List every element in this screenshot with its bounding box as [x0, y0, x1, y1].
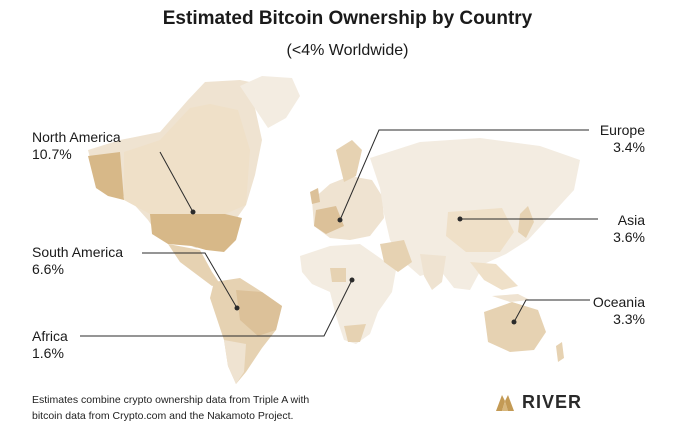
oceania-leader-line	[513, 299, 590, 323]
europe-label: Europe 3.4%	[545, 122, 645, 156]
europe-leader-line	[339, 129, 589, 221]
river-brand: RIVER	[494, 390, 582, 414]
asia-value: 3.6%	[613, 229, 645, 245]
india-region	[420, 254, 446, 290]
nigeria-region	[330, 268, 346, 282]
uk-region	[310, 188, 320, 204]
south-america-name: South America	[32, 244, 124, 260]
south-america-label: South America 6.6%	[32, 244, 123, 278]
asia-name: Asia	[617, 212, 645, 228]
europe-marker	[337, 217, 343, 223]
indonesia-islands	[492, 294, 530, 302]
greenland-landmass	[240, 76, 300, 128]
north-america-marker	[190, 209, 196, 215]
asia-label: Asia 3.6%	[545, 212, 645, 246]
africa-marker	[349, 277, 355, 283]
north-america-value: 10.7%	[32, 146, 72, 162]
australia-landmass	[484, 302, 546, 352]
south-america-leader-line	[142, 252, 238, 309]
southeast-asia-region	[470, 262, 518, 290]
oceania-marker	[511, 319, 517, 325]
source-footnote: Estimates combine crypto ownership data …	[32, 392, 412, 424]
mexico-region	[168, 244, 220, 286]
oceania-name: Oceania	[592, 294, 645, 310]
south-america-marker	[234, 305, 240, 311]
oceania-value: 3.3%	[613, 311, 645, 327]
japan-region	[518, 206, 534, 238]
africa-label: Africa 1.6%	[32, 328, 68, 362]
chart-title: Estimated Bitcoin Ownership by Country	[162, 8, 533, 29]
asia-marker	[457, 216, 463, 222]
usa-region	[150, 214, 242, 252]
north-america-name: North America	[32, 129, 121, 145]
africa-leader-line	[80, 279, 353, 337]
south-africa-region	[344, 324, 366, 342]
western-europe-region	[314, 206, 344, 234]
north-america-leader-line	[159, 151, 194, 213]
argentina-region	[224, 340, 246, 384]
footnote-line-2: bitcoin data from Crypto.com and the Nak…	[32, 410, 294, 422]
africa-value: 1.6%	[32, 345, 64, 361]
north-america-label: North America 10.7%	[32, 129, 121, 163]
brazil-region	[236, 290, 282, 336]
middle-east-region	[380, 240, 412, 272]
scandinavia-region	[336, 140, 362, 182]
africa-name: Africa	[32, 328, 68, 344]
new-zealand-landmass	[556, 342, 564, 362]
europe-name: Europe	[599, 122, 645, 138]
river-logo-icon	[496, 395, 514, 411]
africa-landmass	[300, 244, 396, 344]
south-america-value: 6.6%	[32, 261, 64, 277]
chart-subtitle: (<4% Worldwide)	[286, 42, 409, 59]
footnote-line-1: Estimates combine crypto ownership data …	[32, 394, 310, 406]
brand-name: RIVER	[522, 391, 583, 412]
canada-region	[124, 104, 250, 214]
europe-value: 3.4%	[613, 139, 645, 155]
oceania-label: Oceania 3.3%	[545, 294, 645, 328]
alaska-region	[88, 152, 124, 200]
